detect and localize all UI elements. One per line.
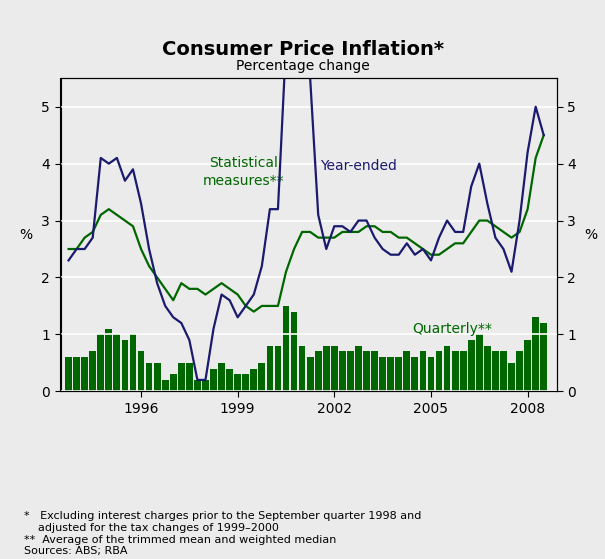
Bar <box>492 352 499 391</box>
Bar <box>243 374 249 391</box>
Bar <box>452 352 459 391</box>
Bar <box>250 368 257 391</box>
Bar <box>355 346 362 391</box>
Bar <box>258 363 265 391</box>
Bar <box>81 357 88 391</box>
Text: Quarterly**: Quarterly** <box>413 321 492 336</box>
Bar <box>540 323 547 391</box>
Text: Statistical
measures**: Statistical measures** <box>203 156 285 188</box>
Bar <box>73 357 80 391</box>
Bar <box>307 357 313 391</box>
Bar <box>516 352 523 391</box>
Text: Consumer Price Inflation*: Consumer Price Inflation* <box>162 40 443 59</box>
Bar <box>347 352 354 391</box>
Bar <box>468 340 474 391</box>
Bar <box>114 334 120 391</box>
Bar <box>65 357 72 391</box>
Bar <box>290 311 298 391</box>
Bar <box>275 346 281 391</box>
Bar <box>178 363 185 391</box>
Bar <box>379 357 386 391</box>
Bar <box>138 352 145 391</box>
Bar <box>186 363 193 391</box>
Bar <box>443 346 451 391</box>
Text: Percentage change: Percentage change <box>235 59 370 73</box>
Bar <box>500 352 507 391</box>
Bar <box>508 363 515 391</box>
Bar <box>226 368 233 391</box>
Bar <box>315 352 322 391</box>
Bar <box>323 346 330 391</box>
Text: *   Excluding interest charges prior to the September quarter 1998 and
    adjus: * Excluding interest charges prior to th… <box>24 511 422 556</box>
Bar <box>428 357 434 391</box>
Bar <box>122 340 128 391</box>
Bar <box>154 363 160 391</box>
Bar <box>90 352 96 391</box>
Bar <box>460 352 466 391</box>
Bar <box>532 318 539 391</box>
Bar <box>194 380 201 391</box>
Bar <box>331 346 338 391</box>
Bar <box>476 334 483 391</box>
Bar <box>146 363 152 391</box>
Bar <box>234 374 241 391</box>
Bar <box>105 329 112 391</box>
Bar <box>419 352 427 391</box>
Bar <box>395 357 402 391</box>
Bar <box>267 346 273 391</box>
Bar <box>371 352 378 391</box>
Bar <box>436 352 442 391</box>
Y-axis label: %: % <box>584 228 597 242</box>
Bar <box>202 380 209 391</box>
Bar <box>299 346 306 391</box>
Bar <box>363 352 370 391</box>
Bar <box>97 334 104 391</box>
Bar <box>218 363 225 391</box>
Bar <box>411 357 418 391</box>
Bar <box>210 368 217 391</box>
Bar <box>339 352 345 391</box>
Y-axis label: %: % <box>20 228 33 242</box>
Bar <box>524 340 531 391</box>
Bar <box>170 374 177 391</box>
Bar <box>484 346 491 391</box>
Bar <box>283 306 289 391</box>
Bar <box>404 352 410 391</box>
Bar <box>162 380 169 391</box>
Bar <box>387 357 394 391</box>
Bar <box>129 334 136 391</box>
Text: Year-ended: Year-ended <box>319 159 397 173</box>
